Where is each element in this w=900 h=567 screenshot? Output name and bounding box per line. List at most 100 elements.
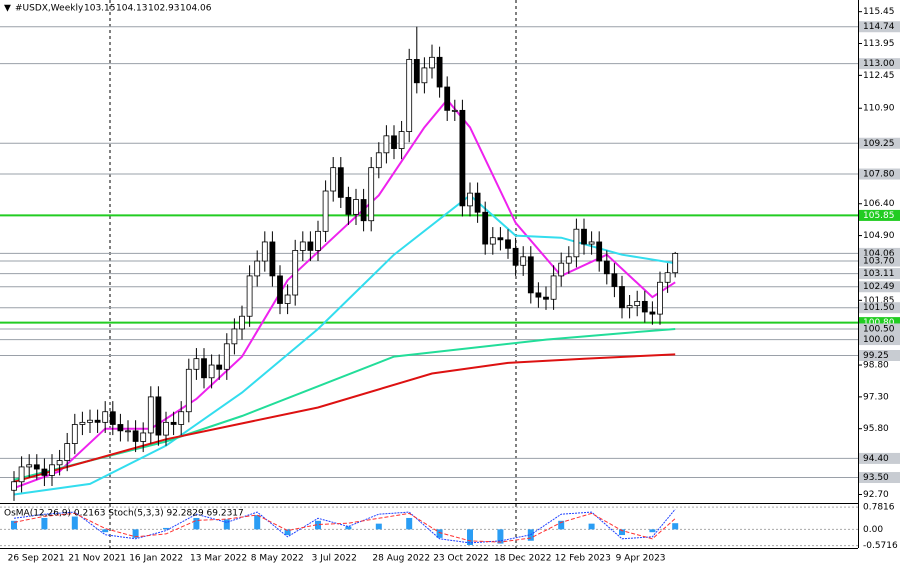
candle-body	[269, 241, 276, 277]
osma-bar	[102, 529, 109, 533]
level-label: 104.06	[863, 249, 895, 259]
level-label: 102.49	[863, 282, 895, 292]
level-label: 100.00	[863, 335, 895, 345]
candle-body	[581, 228, 587, 245]
level-tag	[859, 281, 900, 293]
candle-body	[641, 300, 648, 313]
level-label: 99.25	[863, 351, 889, 361]
stochastic-line	[13, 512, 676, 543]
candle-body	[223, 343, 230, 370]
osma-bar	[193, 517, 200, 530]
candle-body	[360, 199, 367, 222]
candle-body	[474, 192, 481, 213]
level-tag	[859, 255, 900, 267]
y-tick-label: 97.30	[863, 392, 889, 402]
osma-bar	[375, 523, 382, 530]
level-tag	[859, 302, 900, 314]
candle-body	[79, 421, 86, 425]
header-low: 102.93	[148, 4, 180, 14]
x-tick-label: 3 Jul 2022	[312, 554, 357, 564]
candle-body	[216, 364, 223, 370]
candle-body	[109, 411, 116, 425]
level-tag	[859, 323, 900, 335]
level-tag	[859, 168, 900, 180]
candle-body	[520, 256, 527, 266]
candle-body	[94, 419, 101, 423]
header-arrow: ▼	[4, 4, 11, 14]
y-tick-label: 113.95	[863, 39, 895, 49]
y-tick-label: 104.90	[863, 231, 895, 241]
level-tag	[859, 349, 900, 361]
level-label: 100.50	[863, 324, 895, 334]
level-label: 109.25	[863, 139, 895, 149]
y-tick-label: 101.85	[863, 296, 895, 306]
level-tag	[859, 472, 900, 484]
candle-body	[413, 59, 420, 84]
candle-body	[550, 275, 557, 300]
level-tag	[859, 58, 900, 70]
symbol: #USDX,Weekly	[15, 4, 84, 14]
candle-body	[41, 468, 48, 476]
candle-body	[71, 424, 78, 444]
candle-body	[649, 311, 656, 315]
osc-tick-label: -0.5716	[863, 541, 898, 551]
candle-body	[497, 237, 504, 241]
candle-body	[87, 419, 93, 423]
level-tag	[859, 452, 900, 464]
level-tag	[859, 268, 900, 280]
candle-body	[368, 167, 375, 222]
candle-body	[489, 237, 496, 245]
x-tick-label: 23 Oct 2022	[433, 554, 489, 564]
osma-bar	[467, 529, 473, 546]
osma-bar	[672, 523, 679, 530]
level-label: 113.00	[863, 59, 895, 69]
candle-body	[345, 196, 352, 215]
candle-body	[26, 464, 33, 468]
candle-body	[467, 192, 473, 207]
osc-tick-label: 0.7816	[863, 503, 895, 513]
candle-body	[657, 281, 663, 315]
candle-body	[246, 275, 253, 317]
candle-body	[163, 421, 169, 436]
candle-body	[140, 432, 147, 442]
candle-body	[398, 131, 405, 149]
level-tag	[859, 317, 900, 329]
candle-body	[527, 256, 534, 294]
osma-bar	[163, 527, 169, 530]
candle-body	[292, 250, 299, 296]
osma-bar	[588, 523, 595, 530]
candle-body	[147, 396, 154, 434]
level-tag	[859, 247, 900, 259]
moving-average	[13, 328, 676, 481]
candle-body	[307, 241, 314, 251]
osma-bar	[41, 517, 48, 530]
candle-body	[459, 109, 466, 207]
osma-bar	[406, 517, 413, 530]
candle-body	[315, 230, 321, 251]
header-close: 104.06	[180, 4, 212, 14]
candle-body	[125, 430, 131, 433]
x-tick-label: 26 Sep 2021	[8, 554, 65, 564]
level-label: 105.85	[863, 211, 895, 221]
candle-body	[664, 272, 671, 283]
y-tick-label: 95.80	[863, 424, 889, 434]
candle-body	[375, 152, 382, 169]
osma-bar	[223, 519, 230, 530]
candle-body	[201, 358, 207, 379]
osma-bar	[649, 529, 656, 533]
candle-body	[383, 135, 390, 154]
candle-body	[337, 167, 344, 198]
candle-body	[558, 262, 565, 277]
osc-tick-label: 0.00	[863, 525, 883, 535]
osma-bar	[619, 529, 625, 536]
y-tick-label: 92.70	[863, 490, 889, 500]
header-high: 104.13	[116, 4, 148, 14]
osma-bar	[345, 526, 352, 530]
candle-body	[261, 241, 268, 262]
level-label: 103.70	[863, 257, 895, 267]
osma-bar	[71, 516, 78, 530]
candle-body	[436, 56, 443, 88]
osma-bar	[254, 515, 261, 530]
candle-body	[33, 464, 40, 470]
level-label: 101.50	[863, 303, 895, 313]
